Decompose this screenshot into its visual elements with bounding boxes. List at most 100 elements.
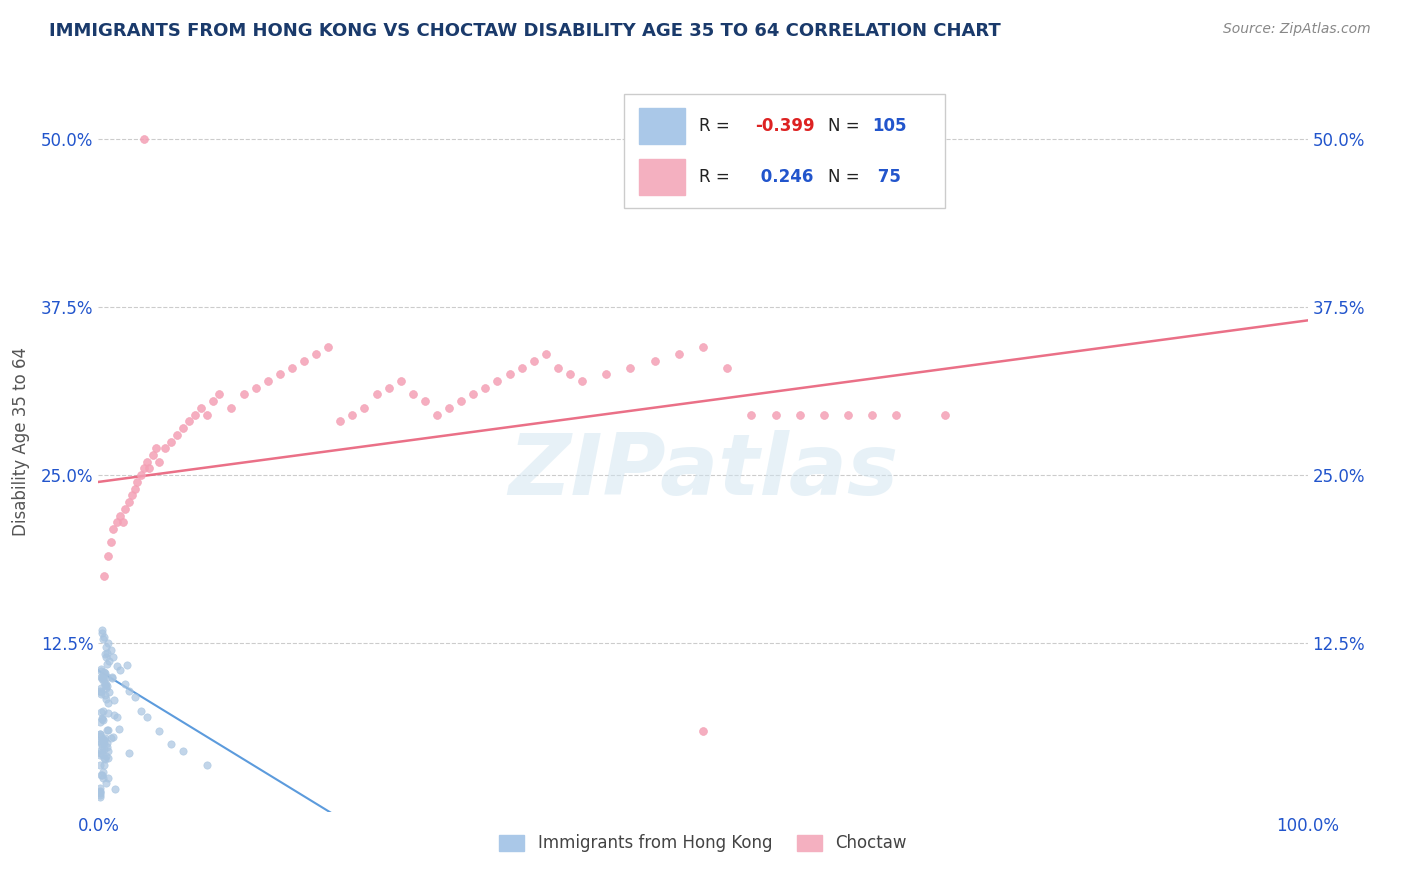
Point: [100, 535, 122, 549]
Point: [134, 131, 156, 145]
Text: N =: N =: [828, 169, 859, 186]
Point: [91, 747, 114, 762]
Point: [153, 442, 176, 456]
Point: [148, 723, 170, 738]
Point: [89, 785, 111, 799]
Point: [118, 683, 141, 698]
Text: R =: R =: [699, 169, 730, 186]
Point: [94, 647, 117, 661]
Point: [90, 662, 112, 676]
Point: [89, 747, 111, 762]
Point: [101, 671, 124, 685]
Point: [135, 455, 157, 469]
Point: [89, 734, 111, 748]
Point: [316, 340, 339, 354]
Point: [90, 681, 112, 695]
Point: [93, 758, 115, 772]
Point: [89, 746, 111, 760]
Text: N =: N =: [828, 117, 859, 136]
Point: [129, 468, 152, 483]
Point: [89, 790, 111, 805]
Point: [94, 751, 117, 765]
Point: [90, 768, 112, 782]
Point: [93, 771, 115, 785]
Point: [934, 408, 956, 422]
Point: [94, 650, 117, 665]
Point: [115, 657, 138, 672]
Point: [90, 736, 112, 750]
Point: [269, 368, 291, 382]
Point: [91, 671, 114, 685]
Point: [94, 776, 117, 790]
Point: [571, 374, 593, 388]
Point: [94, 749, 117, 764]
Point: [97, 549, 120, 563]
Point: [353, 401, 375, 415]
Point: [202, 394, 225, 409]
Point: [121, 488, 143, 502]
Point: [789, 408, 811, 422]
Point: [94, 692, 117, 706]
Point: [765, 408, 787, 422]
Point: [104, 782, 127, 797]
Point: [129, 704, 152, 718]
Point: [93, 742, 115, 756]
Point: [93, 671, 115, 685]
Point: [692, 340, 714, 354]
Point: [94, 678, 117, 692]
Point: [91, 712, 114, 726]
Point: [105, 709, 128, 723]
Point: [281, 360, 304, 375]
Point: [245, 381, 267, 395]
Point: [510, 360, 533, 375]
Point: [90, 670, 112, 684]
Point: [256, 374, 278, 388]
Point: [97, 723, 120, 738]
Point: [96, 657, 118, 671]
Text: 0.246: 0.246: [755, 169, 813, 186]
Point: [232, 387, 254, 401]
Point: [89, 784, 111, 798]
Point: [100, 643, 122, 657]
Point: [103, 708, 125, 723]
Point: [195, 408, 218, 422]
Point: [329, 414, 352, 428]
Point: [93, 569, 115, 583]
Point: [486, 374, 509, 388]
Point: [716, 360, 738, 375]
Point: [160, 738, 183, 752]
Point: [413, 394, 436, 409]
Point: [91, 626, 114, 640]
Point: [97, 771, 120, 785]
Point: [105, 516, 128, 530]
Point: [111, 516, 134, 530]
Point: [692, 723, 714, 738]
Point: [105, 659, 128, 673]
Point: [90, 733, 112, 747]
Point: [93, 665, 115, 679]
Point: [96, 670, 118, 684]
Point: [101, 522, 124, 536]
Point: [91, 704, 114, 718]
Text: R =: R =: [699, 117, 730, 136]
Point: [114, 677, 136, 691]
Point: [547, 360, 569, 375]
Point: [96, 679, 118, 693]
Point: [91, 764, 114, 779]
Point: [134, 461, 156, 475]
Point: [100, 731, 122, 745]
Point: [91, 710, 114, 724]
Point: [108, 722, 131, 736]
Point: [463, 387, 485, 401]
Point: [619, 360, 641, 375]
Point: [91, 632, 114, 647]
Text: 75: 75: [872, 169, 901, 186]
Point: [145, 442, 167, 456]
Point: [813, 408, 835, 422]
Point: [886, 408, 908, 422]
Bar: [638, 109, 685, 144]
Point: [97, 684, 120, 698]
Point: [91, 739, 114, 753]
Point: [93, 732, 115, 747]
Point: [740, 408, 762, 422]
